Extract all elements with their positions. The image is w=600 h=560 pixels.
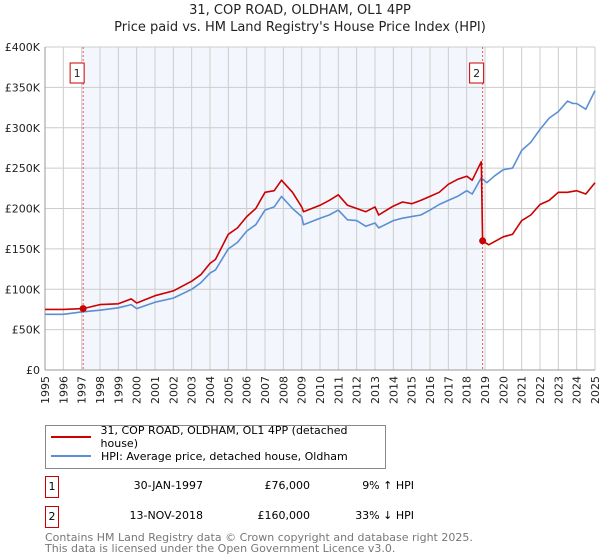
sale-annotation-label: 1 — [74, 67, 81, 80]
hpi-line — [45, 90, 596, 316]
chart-title: 31, COP ROAD, OLDHAM, OL1 4PP — [189, 3, 411, 18]
x-tick-label: 2021 — [516, 376, 529, 404]
sale-price: £76,000 — [264, 479, 311, 492]
y-tick-label: £50K — [12, 324, 41, 337]
sale-row-2: 2 13-NOV-2018 £160,000 33% ↓ HPI — [45, 506, 445, 528]
y-tick-label: £250K — [5, 162, 41, 175]
x-tick-label: 1999 — [112, 376, 125, 404]
x-tick-label: 2019 — [479, 376, 492, 404]
sale-hpi-diff: 33% ↓ HPI — [355, 509, 414, 522]
x-tick-label: 2008 — [277, 376, 290, 404]
x-tick-label: 2007 — [259, 376, 272, 404]
x-tick-label: 2011 — [332, 376, 345, 404]
x-tick-label: 2016 — [424, 376, 437, 404]
x-tick-label: 2005 — [222, 376, 235, 404]
x-tick-label: 2003 — [186, 376, 199, 404]
price-chart: 1995 1996 1997 1998 1999 2000 2001 2002 2003 2004… — [5, 41, 600, 404]
x-tick-label: 2012 — [351, 376, 364, 404]
chart-subtitle: Price paid vs. HM Land Registry's House … — [114, 20, 486, 35]
x-tick-label: 2022 — [534, 376, 547, 404]
sale-badge: 1 — [45, 476, 59, 498]
x-tick-label: 2025 — [589, 376, 600, 404]
x-tick-label: 2002 — [167, 376, 180, 404]
sale-date: 13-NOV-2018 — [129, 509, 203, 522]
sale-point — [79, 305, 87, 313]
y-tick-label: £150K — [5, 243, 41, 256]
x-tick-label: 1995 — [39, 376, 52, 404]
x-tick-label: 2023 — [552, 376, 565, 404]
legend: 31, COP ROAD, OLDHAM, OL1 4PP (detached … — [45, 424, 386, 469]
sale-annotation-label: 2 — [473, 67, 480, 80]
y-tick-label: £100K — [5, 283, 41, 296]
x-tick-label: 1996 — [57, 376, 70, 404]
sale-annotation-box — [469, 62, 485, 84]
x-tick-label: 2000 — [131, 376, 144, 404]
y-tick-label: £200K — [5, 203, 41, 216]
sale-row-1: 1 30-JAN-1997 £76,000 9% ↑ HPI — [45, 476, 445, 498]
sale-annotation-box — [69, 62, 85, 84]
legend-swatch-red — [51, 436, 91, 438]
x-tick-label: 2013 — [369, 376, 382, 404]
legend-label: HPI: Average price, detached house, Oldh… — [101, 449, 348, 463]
sale-point — [479, 237, 487, 245]
property-price-line — [45, 160, 596, 311]
x-tick-label: 2014 — [387, 376, 400, 404]
x-tick-label: 2024 — [571, 376, 584, 404]
x-tick-label: 2017 — [442, 376, 455, 404]
legend-item-property: 31, COP ROAD, OLDHAM, OL1 4PP (detached … — [51, 424, 385, 450]
y-tick-label: £400K — [5, 41, 41, 54]
y-tick-label: £0 — [26, 364, 40, 377]
sale-badge: 2 — [45, 506, 59, 528]
sale-hpi-diff: 9% ↑ HPI — [362, 479, 414, 492]
x-tick-label: 1997 — [76, 376, 89, 404]
legend-item-hpi: HPI: Average price, detached house, Oldh… — [51, 448, 348, 464]
x-tick-label: 2006 — [241, 376, 254, 404]
x-tick-label: 2001 — [149, 376, 162, 404]
x-tick-label: 2015 — [406, 376, 419, 404]
x-tick-label: 2009 — [296, 376, 309, 404]
sale-price: £160,000 — [257, 509, 311, 522]
y-tick-label: £300K — [5, 122, 41, 135]
footer-copyright: Contains HM Land Registry data © Crown c… — [45, 531, 473, 544]
x-tick-label: 2004 — [204, 376, 217, 404]
x-tick-label: 1998 — [94, 376, 107, 404]
y-tick-label: £350K — [5, 81, 41, 94]
x-tick-label: 2020 — [497, 376, 510, 404]
sale-date: 30-JAN-1997 — [133, 479, 203, 492]
x-tick-label: 2018 — [461, 376, 474, 404]
footer-licence: This data is licensed under the Open Gov… — [45, 542, 396, 555]
legend-label: 31, COP ROAD, OLDHAM, OL1 4PP (detached … — [100, 424, 348, 450]
legend-swatch-blue — [51, 455, 91, 457]
x-tick-label: 2010 — [314, 376, 327, 404]
